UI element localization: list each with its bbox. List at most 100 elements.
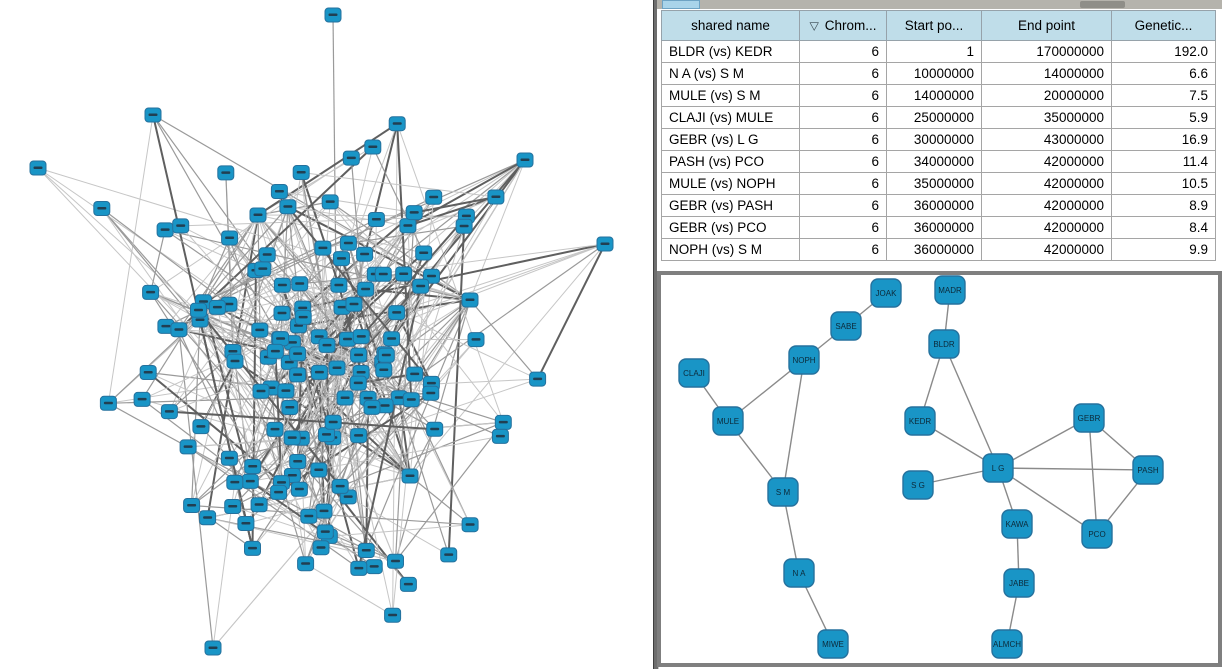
node-shape[interactable] (991, 629, 1023, 659)
network-node[interactable] (321, 194, 339, 210)
network-edge[interactable] (187, 446, 375, 568)
node-shape[interactable] (928, 329, 960, 359)
network-edge[interactable] (207, 475, 411, 519)
network-node[interactable] (160, 404, 178, 420)
network-node[interactable] (251, 322, 269, 338)
table-cell[interactable]: 6 (799, 172, 887, 195)
network-node[interactable] (289, 346, 307, 362)
network-node[interactable] (375, 362, 393, 378)
table-cell[interactable]: 14000000 (981, 62, 1112, 85)
network-node[interactable] (254, 261, 272, 277)
network-node[interactable] (491, 428, 509, 444)
table-cell[interactable]: 42000000 (981, 172, 1112, 195)
network-node[interactable] (336, 390, 354, 406)
network-edge[interactable] (305, 563, 393, 616)
network-edge[interactable] (197, 309, 341, 488)
network-edge[interactable] (301, 172, 496, 198)
node-shape[interactable] (783, 558, 815, 588)
network-node[interactable]: CLAJI (678, 358, 710, 388)
network-node[interactable]: MADR (934, 275, 966, 305)
table-cell[interactable]: 30000000 (886, 128, 982, 151)
node-shape[interactable] (934, 275, 966, 305)
network-node[interactable]: ALMCH (991, 629, 1023, 659)
table-cell[interactable]: 6 (799, 216, 887, 239)
table-row[interactable]: NOPH (vs) S M 6 36000000 42000000 9.9 (661, 238, 1216, 261)
network-edge[interactable] (232, 206, 289, 352)
table-cell[interactable]: 9.9 (1111, 238, 1216, 261)
table-cell[interactable]: 43000000 (981, 128, 1112, 151)
network-node[interactable]: NOPH (788, 345, 820, 375)
table-cell[interactable]: 42000000 (981, 150, 1112, 173)
network-edge[interactable] (232, 506, 367, 551)
network-node[interactable] (310, 462, 328, 478)
network-node[interactable] (350, 347, 368, 363)
network-edge[interactable] (287, 206, 326, 532)
node-shape[interactable] (1081, 519, 1113, 549)
network-node[interactable] (455, 218, 473, 234)
network-node[interactable] (412, 278, 430, 294)
network-node[interactable] (277, 383, 295, 399)
network-node[interactable] (377, 347, 395, 363)
network-node[interactable] (226, 353, 244, 369)
network-edge[interactable] (943, 343, 999, 469)
network-node[interactable] (399, 576, 417, 592)
network-edge[interactable] (287, 206, 408, 227)
table-cell[interactable]: 6 (799, 194, 887, 217)
network-node[interactable]: N A (783, 558, 815, 588)
network-edge[interactable] (178, 329, 214, 649)
network-node[interactable] (266, 421, 284, 437)
network-edge[interactable] (152, 114, 281, 339)
node-shape[interactable] (1132, 455, 1164, 485)
network-edge[interactable] (447, 226, 466, 555)
network-edge[interactable] (216, 307, 254, 467)
network-edge[interactable] (188, 421, 504, 448)
network-edge[interactable] (997, 467, 1098, 535)
network-edge[interactable] (297, 243, 606, 462)
network-edge[interactable] (37, 167, 287, 392)
column-header[interactable]: shared name (661, 10, 800, 41)
network-edge[interactable] (180, 225, 281, 340)
table-cell[interactable]: BLDR (vs) KEDR (661, 40, 800, 63)
network-node[interactable] (289, 367, 307, 383)
network-node[interactable] (297, 556, 315, 572)
network-node[interactable] (316, 524, 334, 540)
network-edge[interactable] (360, 215, 468, 338)
network-edge[interactable] (234, 378, 538, 483)
network-node[interactable]: GEBR (1073, 403, 1105, 433)
table-cell[interactable]: 14000000 (886, 84, 982, 107)
subnetwork-canvas[interactable]: JOAK MADR SABE NOPH CLAJI MULE BLDR KEDR GEBR L G… (661, 275, 1218, 663)
network-edge[interactable] (469, 299, 539, 380)
network-node[interactable] (273, 277, 291, 293)
table-cell[interactable]: CLAJI (vs) MULE (661, 106, 800, 129)
network-node[interactable] (357, 281, 375, 297)
network-edge[interactable] (169, 410, 435, 431)
column-header[interactable]: Genetic... (1111, 10, 1216, 41)
network-node[interactable] (356, 246, 374, 262)
network-edge[interactable] (308, 196, 497, 517)
network-node[interactable] (487, 189, 505, 205)
network-node[interactable]: BLDR (928, 329, 960, 359)
network-node[interactable] (224, 499, 242, 514)
network-node[interactable]: PCO (1081, 519, 1113, 549)
table-cell[interactable]: PASH (vs) PCO (661, 150, 800, 173)
table-cell[interactable]: 170000000 (981, 40, 1112, 63)
table-cell[interactable]: 42000000 (981, 194, 1112, 217)
network-node[interactable] (331, 478, 349, 494)
network-node[interactable] (291, 276, 309, 292)
network-node[interactable] (237, 516, 255, 531)
network-edge[interactable] (203, 206, 289, 303)
network-node[interactable] (342, 150, 360, 166)
table-cell[interactable]: 192.0 (1111, 40, 1216, 63)
table-cell[interactable]: 6 (799, 106, 887, 129)
table-cell[interactable]: 6 (799, 128, 887, 151)
network-node[interactable] (281, 400, 299, 415)
table-cell[interactable]: 5.9 (1111, 106, 1216, 129)
column-header[interactable]: Start po... (886, 10, 982, 41)
table-cell[interactable]: 6 (799, 238, 887, 261)
network-edge[interactable] (199, 319, 299, 327)
table-cell[interactable]: 7.5 (1111, 84, 1216, 107)
network-node[interactable] (270, 184, 288, 199)
network-node[interactable] (461, 292, 479, 308)
network-node[interactable] (383, 331, 401, 347)
table-cell[interactable]: 10.5 (1111, 172, 1216, 195)
